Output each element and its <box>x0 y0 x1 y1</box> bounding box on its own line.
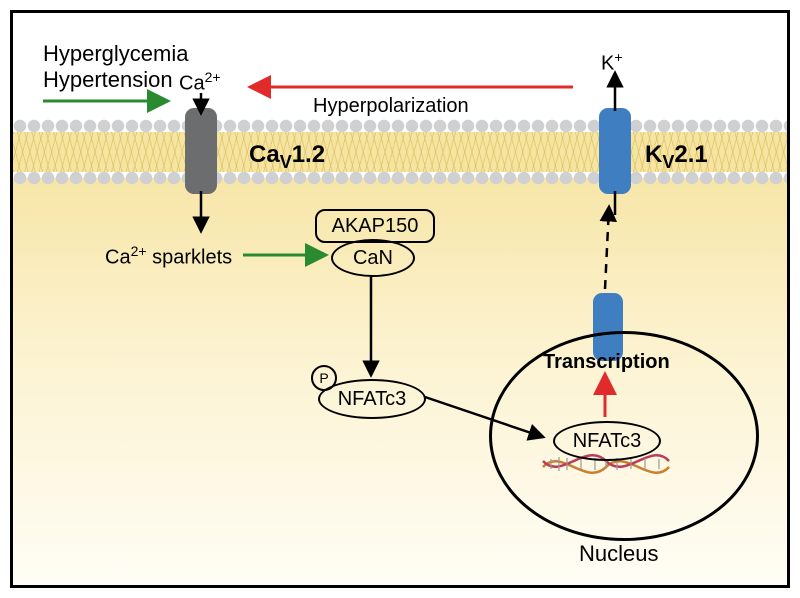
can-label: CaN <box>353 247 393 270</box>
nfatc3-cyto-label: NFATc3 <box>338 388 407 411</box>
lipid-heads-outer <box>13 119 787 133</box>
ca-sparklets-label: Ca2+ sparklets <box>105 243 232 270</box>
akap150-box: AKAP150 <box>315 209 435 243</box>
can-oval: CaN <box>331 239 415 277</box>
cav12-channel <box>185 108 217 194</box>
hyperpolarization-label: Hyperpolarization <box>313 95 469 118</box>
nfatc3-nuc-label: NFATc3 <box>573 430 642 453</box>
diagram-frame: AKAP150 CaN NFATc3 P NFATc3 Hyperglycemi… <box>10 10 790 588</box>
phosphate-icon: P <box>311 365 337 391</box>
stimulus-line1: Hyperglycemia <box>43 41 189 67</box>
akap150-label: AKAP150 <box>332 215 419 237</box>
kv21-label: KV2.1 <box>645 141 708 173</box>
cav12-label: CaV1.2 <box>249 141 325 173</box>
stimulus-label: Hyperglycemia Hypertension <box>43 41 189 93</box>
lipid-heads-inner <box>13 171 787 185</box>
stimulus-line2: Hypertension <box>43 67 189 93</box>
kv21-channel-membrane <box>599 108 631 194</box>
nfatc3-nuc-oval: NFATc3 <box>553 421 661 461</box>
ca-ion-label: Ca2+ <box>179 69 221 96</box>
k-ion-label: K+ <box>601 49 623 76</box>
phosphate-label: P <box>319 370 328 386</box>
transcription-label: Transcription <box>543 351 670 374</box>
nucleus-label: Nucleus <box>579 541 658 567</box>
